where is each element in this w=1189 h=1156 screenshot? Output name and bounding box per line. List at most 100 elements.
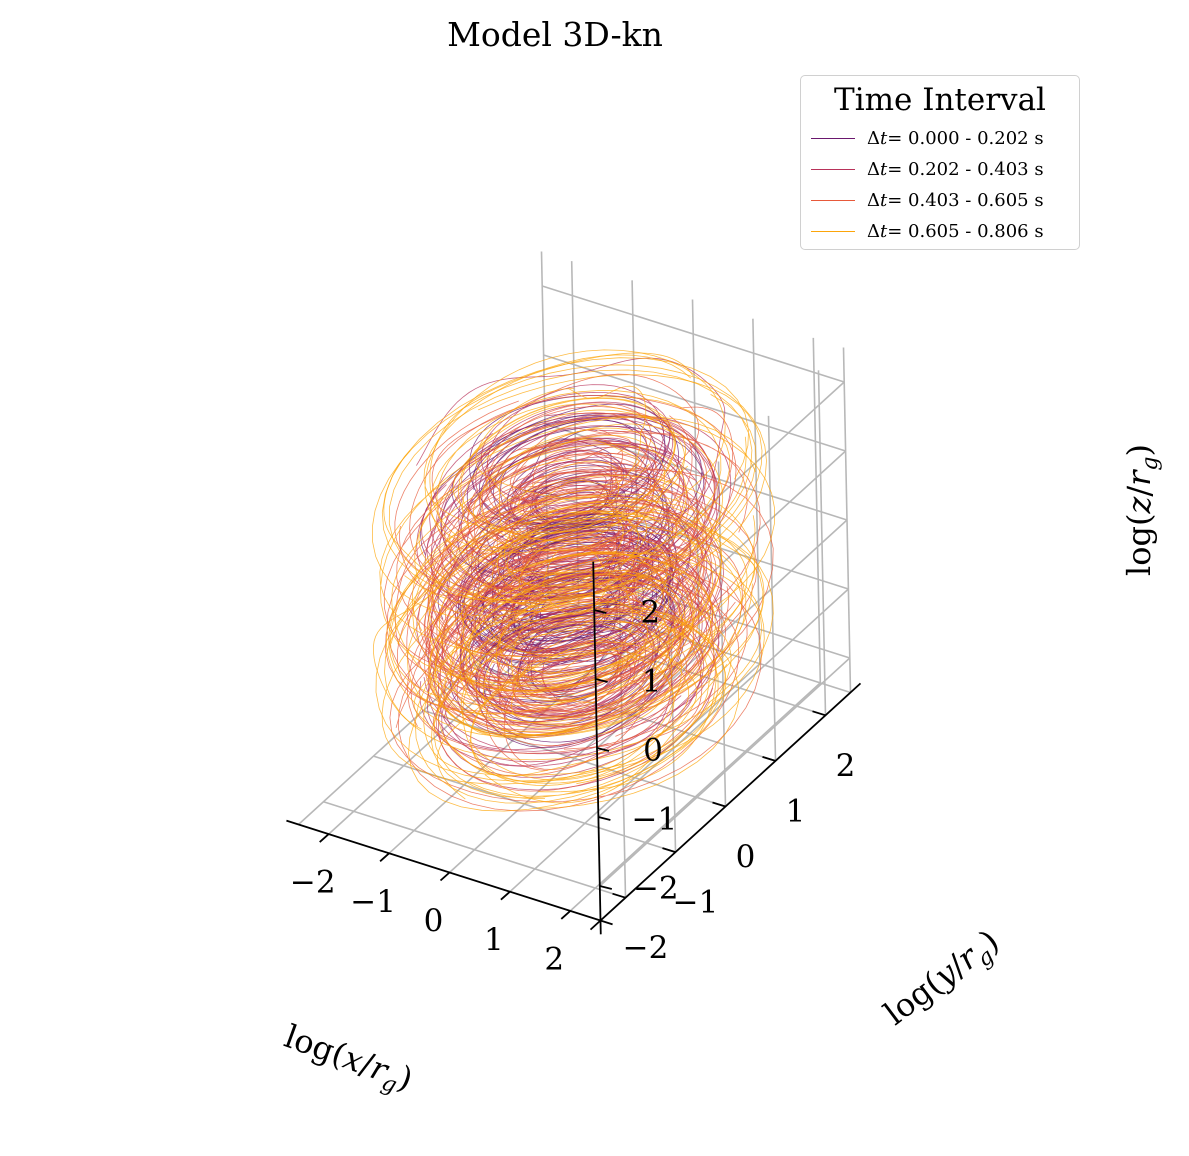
trajectory-line xyxy=(475,603,676,748)
legend-swatch-4 xyxy=(811,230,855,232)
x-tick-mark xyxy=(439,871,451,882)
trajectory-line xyxy=(505,468,622,550)
trajectory-line xyxy=(462,409,686,528)
back-wall-grid-x xyxy=(752,318,761,664)
legend-entry: Δt= 0.202 - 0.403 s xyxy=(811,155,1044,183)
trajectory-line xyxy=(460,429,685,582)
legend-swatch-1 xyxy=(811,137,855,139)
x-tick-label: −1 xyxy=(350,884,396,920)
trajectory-line xyxy=(503,500,624,587)
trajectory-line xyxy=(449,569,686,728)
trajectory-line xyxy=(418,500,722,696)
trajectory-line xyxy=(465,573,694,719)
trajectory-line xyxy=(381,357,757,604)
trajectory-line xyxy=(461,525,641,656)
z-axis-label: log(z/rg) xyxy=(1120,444,1163,576)
trajectory-line xyxy=(429,553,716,736)
trajectory-line xyxy=(426,416,721,637)
trajectory-line xyxy=(457,397,677,536)
x-tick-mark xyxy=(379,852,390,862)
y-tick-label: −2 xyxy=(623,930,669,966)
y-axis-label: log(y/rg) xyxy=(877,922,1009,1037)
trajectory-line xyxy=(384,469,774,726)
z-tick-mark xyxy=(595,678,608,683)
x-tick-label: 0 xyxy=(424,903,444,939)
trajectory-line xyxy=(472,427,665,552)
trajectory-line xyxy=(460,614,680,739)
legend-label-3: Δt= 0.403 - 0.605 s xyxy=(867,189,1044,211)
z-tick-label: 1 xyxy=(642,664,662,700)
trajectory-line xyxy=(452,603,717,793)
z-tick-mark xyxy=(598,816,611,821)
trajectory-line xyxy=(379,416,776,684)
trajectory-line xyxy=(519,461,618,519)
trajectory-line xyxy=(499,593,670,702)
trajectory-line xyxy=(509,427,631,496)
trajectory-line xyxy=(451,569,713,750)
z-tick-label: −2 xyxy=(633,871,679,907)
legend-label-2: Δt= 0.202 - 0.403 s xyxy=(867,158,1044,180)
y-tick-mark xyxy=(762,756,776,762)
legend-label-1: Δt= 0.000 - 0.202 s xyxy=(867,127,1044,149)
trajectory-line xyxy=(430,615,719,799)
x-tick-label: −2 xyxy=(290,865,336,901)
trajectory-line xyxy=(494,549,640,648)
y-tick-mark xyxy=(712,801,726,808)
back-wall-grid-x xyxy=(812,337,822,683)
trajectory-line xyxy=(449,444,687,597)
trajectory-line xyxy=(411,489,722,674)
trajectory-line xyxy=(371,364,767,623)
trajectory-line xyxy=(408,601,740,812)
legend-entry: Δt= 0.403 - 0.605 s xyxy=(811,186,1044,214)
z-tick-mark xyxy=(599,885,613,890)
trajectory-line xyxy=(383,436,747,601)
legend-title: Time Interval xyxy=(834,82,1046,118)
trajectory-line xyxy=(375,515,774,782)
trajectory-line xyxy=(381,551,765,785)
z-tick-mark xyxy=(596,747,610,752)
z-tick-label: 2 xyxy=(640,595,660,631)
trajectory-line xyxy=(495,583,649,699)
side-wall-grid-y xyxy=(767,415,777,761)
y-tick-mark xyxy=(612,892,626,899)
floor-grid-y xyxy=(423,709,726,808)
x-tick-label: 1 xyxy=(484,922,504,958)
legend-entry: Δt= 0.000 - 0.202 s xyxy=(811,124,1044,152)
trajectory-line xyxy=(424,537,729,723)
x-tick-mark xyxy=(500,891,511,901)
chart-title: Model 3D-kn xyxy=(447,15,663,54)
side-wall-grid-y xyxy=(817,370,827,716)
z-tick-label: −1 xyxy=(632,802,678,838)
trajectory-line xyxy=(522,573,634,674)
trajectory-line xyxy=(394,394,737,604)
trajectory-line xyxy=(475,388,650,499)
x-tick-label: 2 xyxy=(544,941,564,977)
trajectory-line xyxy=(436,406,708,556)
trajectory-line xyxy=(430,442,718,622)
legend-label-4: Δt= 0.605 - 0.806 s xyxy=(867,220,1044,242)
trajectory-line xyxy=(429,352,694,549)
x-tick-mark xyxy=(319,833,330,843)
trajectory-line xyxy=(517,460,620,517)
trajectory-line xyxy=(414,423,724,617)
trajectory-line xyxy=(542,639,611,696)
trajectory-line xyxy=(407,543,748,754)
trajectory-line xyxy=(450,601,699,712)
trajectory-line xyxy=(423,578,732,776)
back-wall-grid-z xyxy=(541,285,845,383)
trajectory-line xyxy=(469,649,675,786)
trajectory-line xyxy=(491,501,648,607)
x-tick-mark xyxy=(560,910,571,920)
trajectory-line xyxy=(416,357,726,526)
trajectory-line xyxy=(437,610,726,785)
y-tick-label: −1 xyxy=(673,885,719,921)
trajectory-line xyxy=(430,390,731,576)
trajectory-line xyxy=(511,638,617,717)
trajectory-line xyxy=(391,458,756,699)
legend: Time Interval Δt= 0.000 - 0.202 s Δt= 0.… xyxy=(800,75,1080,250)
trajectory-line xyxy=(424,440,706,630)
legend-swatch-2 xyxy=(811,168,855,170)
trajectory-line xyxy=(444,425,685,590)
